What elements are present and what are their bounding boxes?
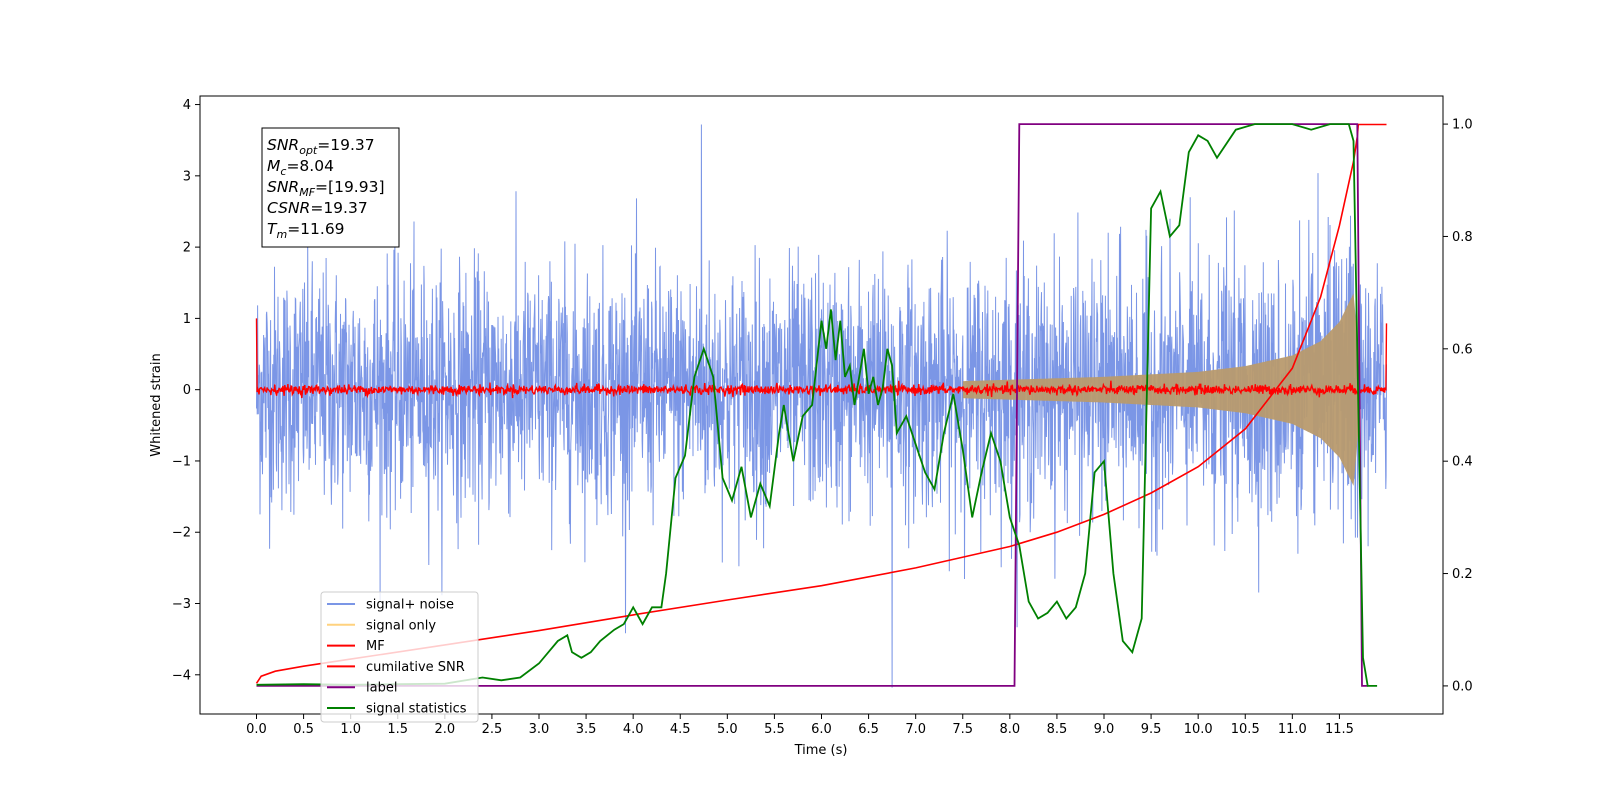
x-tick-label: 0.5 [293,722,314,737]
x-tick-label: 7.0 [905,722,926,737]
y-tick-label: 0 [183,383,191,398]
y-tick-label: 3 [183,169,191,184]
x-tick-label: 1.0 [340,722,361,737]
y-tick-label: −4 [172,668,191,683]
y-tick-label: −3 [172,597,191,612]
x-tick-label: 6.5 [858,722,879,737]
legend: signal+ noise signal only MF cumilative SNR… [320,591,479,723]
y2-tick-label: 1.0 [1452,118,1473,133]
legend-label: label [366,681,397,696]
annotation-line: Mc=8.04 [267,157,334,178]
x-tick-label: 9.5 [1141,722,1162,737]
annotation-box: SNRopt=19.37Mc=8.04SNRMF=[19.93]CSNR=19.… [261,127,400,248]
x-tick-label: 11.5 [1325,722,1354,737]
series-signal-noise-line [256,124,1387,688]
legend-label: signal+ noise [366,598,454,613]
y-axis-left: 4 3 2 1 0 −1 −2 −3 −4 [172,98,200,683]
legend-label: signal only [366,618,436,633]
y2-tick-label: 0.8 [1452,230,1473,245]
x-tick-label: 3.5 [576,722,597,737]
x-tick-label: 2.5 [482,722,503,737]
x-tick-label: 3.0 [529,722,550,737]
annotation-line: SNRMF=[19.93] [267,178,385,199]
y2-tick-label: 0.4 [1452,455,1473,470]
series-label-line [256,123,1368,687]
x-tick-label: 5.5 [764,722,785,737]
legend-label: signal statistics [366,702,467,717]
x-tick-label: 7.5 [952,722,973,737]
legend-label: cumilative SNR [366,660,465,675]
annotation-line: SNRopt=19.37 [267,136,375,157]
x-tick-label: 9.0 [1094,722,1115,737]
x-tick-label: 6.0 [811,722,832,737]
y-tick-label: 1 [183,312,191,327]
x-tick-label: 2.0 [434,722,455,737]
annotation-line: Tm=11.69 [267,220,345,241]
x-axis: 0.0 0.5 1.0 1.5 2.0 2.5 3.0 3.5 4.0 4.5 5.0 5.5 6.0 6… [246,714,1354,737]
x-tick-label: 4.0 [623,722,644,737]
x-tick-label: 8.0 [999,722,1020,737]
y-tick-label: 4 [183,98,191,113]
y-tick-label: −2 [172,526,191,541]
legend-label: MF [366,639,385,654]
y-tick-label: 2 [183,241,191,256]
x-tick-label: 4.5 [670,722,691,737]
x-tick-label: 0.0 [246,722,267,737]
series-mf-line [255,318,1388,399]
x-axis-label: Time (s) [794,743,848,758]
x-tick-label: 10.5 [1231,722,1260,737]
y2-tick-label: 0.0 [1452,679,1473,694]
x-tick-label: 8.5 [1047,722,1068,737]
annotation-line: CSNR=19.37 [267,199,368,217]
y2-tick-label: 0.2 [1452,567,1473,582]
x-tick-label: 11.0 [1278,722,1307,737]
x-tick-label: 5.0 [717,722,738,737]
y-tick-label: −1 [172,454,191,469]
y2-tick-label: 0.6 [1452,342,1473,357]
series-signal-statistics-line [256,123,1378,687]
x-tick-label: 1.5 [387,722,408,737]
y-axis-right: 1.0 0.8 0.6 0.4 0.2 0.0 [1443,118,1473,694]
y-axis-label: Whitened strain [149,353,164,456]
x-tick-label: 10.0 [1184,722,1213,737]
annotation-frame [261,127,400,248]
legend-frame [320,591,479,723]
